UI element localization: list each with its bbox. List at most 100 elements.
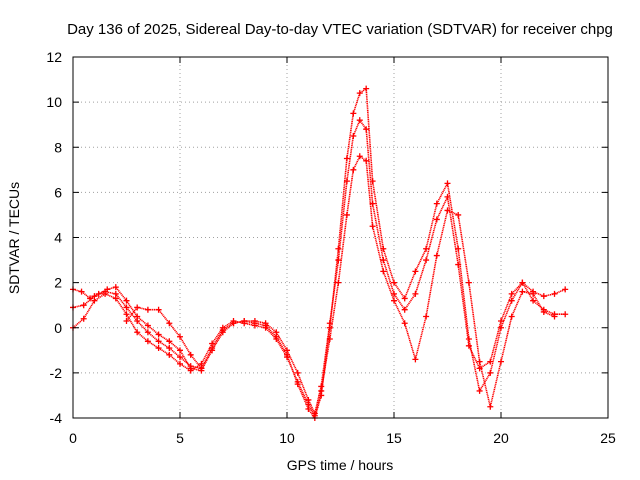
data-point bbox=[326, 336, 333, 343]
data-point bbox=[350, 166, 357, 173]
data-point bbox=[487, 358, 494, 365]
data-point bbox=[155, 345, 162, 352]
series-satellite-arc-3 bbox=[70, 153, 558, 419]
data-point bbox=[423, 245, 430, 252]
x-tick-label: 5 bbox=[176, 430, 184, 446]
data-point bbox=[412, 356, 419, 363]
data-point bbox=[112, 284, 119, 291]
data-point bbox=[219, 324, 226, 331]
series-group bbox=[70, 85, 569, 421]
y-tick-label: 0 bbox=[54, 320, 62, 336]
data-point bbox=[155, 331, 162, 338]
data-point bbox=[294, 369, 301, 376]
series-line bbox=[72, 87, 566, 419]
y-tick-label: 8 bbox=[54, 139, 62, 155]
data-point bbox=[369, 200, 376, 207]
chart-title: Day 136 of 2025, Sidereal Day-to-day VTE… bbox=[67, 21, 613, 38]
y-tick-label: 12 bbox=[46, 49, 62, 65]
data-point bbox=[380, 268, 387, 275]
data-point bbox=[476, 365, 483, 372]
data-point bbox=[356, 90, 363, 97]
data-point bbox=[401, 320, 408, 327]
data-point bbox=[284, 354, 290, 361]
data-point bbox=[155, 306, 162, 313]
y-axis-label: SDTVAR / TECUs bbox=[6, 182, 22, 294]
y-tick-label: 6 bbox=[54, 184, 62, 200]
data-point bbox=[134, 304, 141, 311]
data-point bbox=[343, 211, 350, 218]
x-axis-label: GPS time / hours bbox=[287, 457, 394, 473]
data-point bbox=[80, 302, 87, 309]
data-point bbox=[335, 257, 342, 264]
series-satellite-arc-2 bbox=[70, 117, 569, 417]
data-point bbox=[166, 320, 173, 327]
data-point bbox=[433, 216, 440, 223]
data-point bbox=[343, 155, 350, 162]
data-point bbox=[433, 200, 440, 207]
data-point bbox=[540, 293, 547, 300]
data-point bbox=[123, 317, 130, 324]
data-point bbox=[177, 360, 183, 367]
data-point bbox=[444, 180, 451, 187]
y-tick-label: 4 bbox=[54, 230, 62, 246]
x-tick-label: 0 bbox=[69, 430, 77, 446]
data-point bbox=[444, 193, 451, 200]
series-satellite-arc-4 bbox=[123, 304, 205, 372]
data-point bbox=[294, 378, 301, 385]
grid bbox=[73, 57, 608, 418]
data-point bbox=[391, 297, 397, 304]
data-point bbox=[230, 317, 237, 324]
y-tick-label: -4 bbox=[50, 410, 63, 426]
series-line bbox=[72, 155, 555, 417]
data-point bbox=[187, 367, 194, 374]
data-point bbox=[401, 295, 408, 302]
data-point bbox=[562, 311, 569, 318]
data-point bbox=[363, 157, 370, 164]
data-point bbox=[551, 313, 558, 320]
data-point bbox=[487, 403, 494, 410]
data-point bbox=[363, 85, 370, 92]
data-point bbox=[498, 358, 504, 365]
data-point bbox=[350, 110, 357, 117]
y-tick-label: 2 bbox=[54, 275, 62, 291]
data-point bbox=[262, 324, 269, 331]
data-point bbox=[363, 126, 370, 133]
data-point bbox=[487, 369, 494, 376]
axis-ticks: 0 5 10 15 20 25 -4 -2 0 2 4 6 8 10 12 bbox=[46, 49, 616, 446]
data-point bbox=[80, 315, 87, 322]
data-point bbox=[498, 317, 504, 324]
data-point bbox=[401, 306, 408, 313]
data-point bbox=[187, 351, 194, 358]
data-point bbox=[465, 342, 472, 349]
series-line bbox=[72, 119, 566, 415]
data-point bbox=[318, 387, 325, 394]
data-point bbox=[144, 338, 151, 345]
data-point bbox=[369, 223, 376, 230]
data-point bbox=[134, 317, 141, 324]
data-point bbox=[123, 311, 130, 318]
data-point bbox=[335, 245, 342, 252]
data-point bbox=[177, 347, 183, 354]
data-point bbox=[356, 117, 363, 124]
data-point bbox=[350, 132, 357, 139]
data-point bbox=[412, 290, 419, 297]
data-point bbox=[112, 295, 119, 302]
data-point bbox=[78, 288, 85, 295]
x-tick-label: 20 bbox=[493, 430, 509, 446]
x-tick-label: 10 bbox=[279, 430, 295, 446]
data-point bbox=[177, 354, 183, 361]
data-point bbox=[123, 297, 130, 304]
data-point bbox=[444, 207, 451, 214]
data-point bbox=[508, 297, 515, 304]
data-point bbox=[241, 320, 248, 327]
data-point bbox=[551, 290, 558, 297]
data-point bbox=[144, 306, 151, 313]
data-point bbox=[476, 387, 483, 394]
data-point bbox=[465, 279, 472, 286]
data-point bbox=[102, 290, 109, 297]
data-point bbox=[455, 211, 462, 218]
data-point bbox=[508, 313, 515, 320]
y-tick-label: -2 bbox=[50, 365, 63, 381]
data-point bbox=[423, 257, 430, 264]
